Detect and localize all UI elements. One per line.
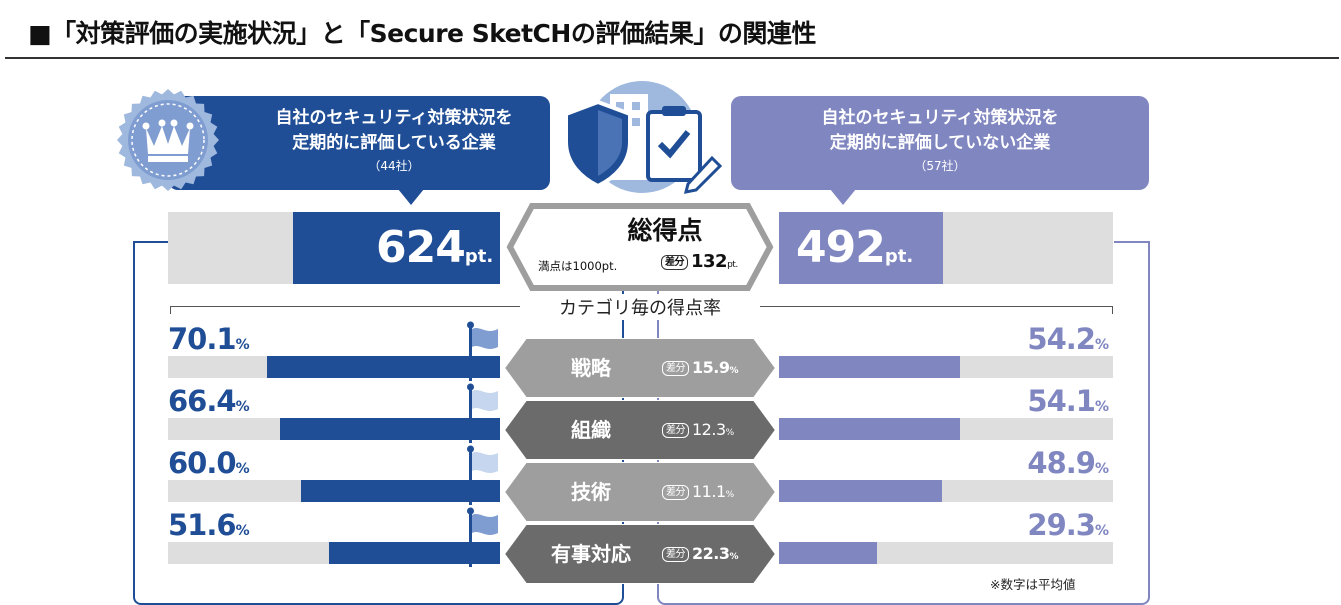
category-heading: カテゴリ毎の得点率	[520, 294, 760, 320]
right-total-score: 492pt.	[796, 222, 914, 273]
left-bubble-tail	[398, 189, 424, 205]
diff-value: 22.3	[692, 544, 730, 563]
diff-badge: 差分	[662, 423, 689, 438]
percent-unit: %	[235, 523, 250, 539]
diff-value: 11.1	[692, 482, 726, 501]
category-chevron	[502, 337, 778, 399]
page-title: ■「対策評価の実施状況」と「Secure SketCHの評価結果」の関連性	[28, 19, 816, 48]
right-percent-value: 54.2	[1027, 322, 1096, 356]
flag-icon	[466, 383, 502, 443]
left-group-count: （44社）	[368, 159, 420, 173]
left-percent: 66.4%	[168, 384, 250, 424]
category-name: 戦略	[571, 356, 611, 380]
category-name: 有事対応	[551, 542, 631, 566]
percent-unit: %	[1094, 461, 1109, 477]
diff-badge: 差分	[662, 485, 689, 500]
left-group-line1: 自社のセキュリティ対策状況を	[275, 108, 513, 128]
category-tick-right	[1112, 306, 1113, 314]
left-percent-value: 51.6	[168, 508, 237, 542]
category-name: 組織	[571, 418, 611, 442]
diff-badge: 差分	[662, 361, 689, 376]
total-score-label: 総得点	[627, 216, 703, 245]
category-tick-left	[170, 306, 171, 314]
footnote: ※数字は平均値	[990, 577, 1076, 592]
category-diff: 差分 12.3%	[662, 420, 734, 439]
left-percent-value: 70.1	[168, 322, 237, 356]
right-group-line1: 自社のセキュリティ対策状況を	[821, 108, 1059, 128]
left-group-line2: 定期的に評価している企業	[292, 133, 496, 153]
right-group-count: （57社）	[914, 159, 966, 173]
flag-icon	[466, 445, 502, 505]
percent-unit: %	[235, 399, 250, 415]
right-percent: 48.9%	[1027, 446, 1109, 486]
crown-badge-icon	[117, 89, 219, 191]
percent-unit: %	[235, 337, 250, 353]
right-total-bar	[779, 212, 943, 284]
left-percent-value: 66.4	[168, 384, 237, 418]
security-evaluation-icon	[564, 81, 722, 194]
percent-unit: %	[725, 490, 735, 500]
right-bar	[779, 418, 960, 440]
percent-unit: %	[1094, 399, 1109, 415]
percent-unit: %	[729, 366, 739, 376]
left-percent: 70.1%	[168, 322, 250, 362]
category-rule-left	[170, 306, 520, 307]
diff-value: 15.9	[692, 358, 730, 377]
right-group-line2: 定期的に評価していない企業	[829, 133, 1051, 153]
left-total-bar	[293, 212, 500, 284]
category-chevron	[502, 399, 778, 461]
left-group-header: 自社のセキュリティ対策状況を 定期的に評価している企業 （44社）	[168, 96, 550, 190]
left-bar	[280, 418, 500, 440]
category-chevron	[502, 523, 778, 585]
total-max-score: 満点は1000pt.	[538, 259, 618, 273]
left-bar	[301, 480, 500, 502]
category-diff: 差分 22.3%	[662, 544, 738, 563]
left-bar	[329, 542, 500, 564]
flag-icon	[466, 321, 502, 381]
right-bar	[779, 356, 960, 378]
diff-value: 12.3	[692, 420, 726, 439]
percent-unit: %	[1094, 337, 1109, 353]
left-bar	[267, 356, 500, 378]
right-percent: 54.1%	[1027, 384, 1109, 424]
right-percent-value: 29.3	[1027, 508, 1096, 542]
right-percent-value: 48.9	[1027, 446, 1096, 480]
right-percent: 54.2%	[1027, 322, 1109, 362]
left-percent: 51.6%	[168, 508, 250, 548]
percent-unit: %	[235, 461, 250, 477]
category-chevron	[502, 461, 778, 523]
category-diff: 差分 11.1%	[662, 482, 734, 501]
left-total-score: 624pt.	[376, 222, 494, 273]
percent-unit: %	[729, 552, 739, 562]
right-percent-value: 54.1	[1027, 384, 1096, 418]
percent-unit: %	[725, 428, 735, 438]
total-score-hexagon	[506, 203, 774, 291]
right-bar	[779, 542, 877, 564]
total-diff: 差分 132pt.	[661, 251, 738, 272]
right-bubble-tail	[830, 189, 856, 205]
category-name: 技術	[571, 480, 611, 504]
right-group-header: 自社のセキュリティ対策状況を 定期的に評価していない企業 （57社）	[731, 96, 1149, 190]
right-bar	[779, 480, 942, 502]
left-percent: 60.0%	[168, 446, 250, 486]
diff-badge: 差分	[662, 547, 689, 562]
diff-badge: 差分	[661, 255, 688, 270]
flag-icon	[466, 507, 502, 567]
title-underline	[5, 57, 1339, 59]
percent-unit: %	[1094, 523, 1109, 539]
left-percent-value: 60.0	[168, 446, 237, 480]
right-percent: 29.3%	[1027, 508, 1109, 548]
category-diff: 差分 15.9%	[662, 358, 738, 377]
category-rule-right	[760, 306, 1113, 307]
